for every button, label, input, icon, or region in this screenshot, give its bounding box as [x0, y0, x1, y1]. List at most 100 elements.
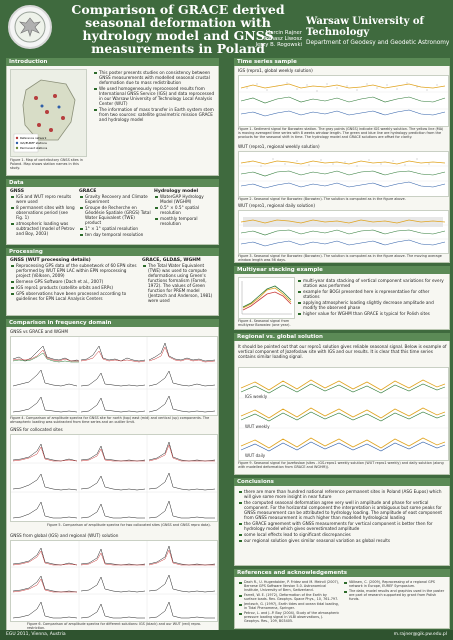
list-item: some local effects lead to significant d… — [238, 532, 447, 537]
list-item: multi-year data stacking of vertical com… — [297, 278, 447, 288]
section-heading: References and acknowledgements — [234, 569, 450, 577]
conclusions-section: Conclusions there are more than hundred … — [234, 478, 450, 566]
poster-footer: EGU 2011, Vienna, Austria m.rajner@gik.p… — [0, 630, 453, 640]
list-item: there are more than hundred national ref… — [238, 489, 447, 499]
list-item: higher value for WGHM than GRACE is typi… — [297, 311, 447, 316]
plot-caption: Figure 5. Comparison of amplitude spectr… — [47, 523, 211, 527]
poster-title: Comparison of GRACE derived seasonal def… — [71, 2, 285, 56]
list-item: atmospheric loading was subtracted (mode… — [10, 221, 76, 236]
processing-gnss-list: Reprocessing GPS data of the subnetwork … — [10, 263, 138, 301]
data-body: GNSS IGS and WUT repro results were used… — [6, 187, 219, 245]
data-grace-list: Gravity Recovery and Climate Experiment … — [79, 194, 151, 237]
conference-label: EGU 2011, Vienna, Austria — [6, 632, 66, 637]
timeseries-body: IGS (repro1, global weekly solution) — [234, 66, 450, 263]
plot-caption: Figure 9. Seasonal signal for Jozefoslaw… — [238, 461, 444, 469]
list-item: IGS repro1 products (satellite orbits an… — [10, 285, 138, 290]
regional-legend-item: WUT weekly — [245, 424, 270, 429]
timeseries-graphic-wut-daily — [239, 217, 448, 247]
spectrum-plot-3 — [10, 540, 218, 622]
list-item: The Total Water Equivalent (TWE) was use… — [142, 263, 217, 303]
list-item: 8 permanent sites with long observations… — [10, 205, 76, 220]
list-item: GPS observations have been processed acc… — [10, 291, 138, 301]
processing-grace-label: GRACE, GLDAS, WGHM — [142, 258, 201, 263]
processing-gnss-label: GNSS (WUT processing details) — [10, 258, 91, 263]
department-name: Department of Geodesy and Geodetic Astro… — [306, 40, 450, 46]
spectrum-graphic-1 — [11, 337, 217, 415]
regional-text: It should be pointed out that our repro1… — [238, 344, 447, 359]
spectrum-plot-1 — [10, 336, 218, 416]
map-legend-item: Reference network — [20, 136, 47, 140]
processing-grace: GRACE, GLDAS, WGHM The Total Water Equiv… — [142, 258, 217, 304]
introduction-body: Reference network IGS/EUREF stations Per… — [6, 66, 219, 176]
timeseries-graphic-wut-weekly — [239, 158, 448, 189]
list-item: the GRACE agreement with GNSS measuremen… — [238, 521, 447, 531]
multiyear-body: Figure 4. Seasonal signal from multiyear… — [234, 274, 450, 330]
reference-item: The data, model results and graphics use… — [343, 589, 447, 601]
regional-legend-item: WUT daily — [245, 453, 266, 458]
multiyear-graphic — [241, 281, 292, 315]
references-right: Völksen, C. (2009), Reprocessing of a re… — [343, 580, 447, 602]
reference-item: Dach R., U. Hugentobler, P. Fridez and M… — [238, 580, 340, 592]
gnss-site-map: Reference network IGS/EUREF stations Per… — [10, 69, 87, 157]
plot-caption: Figure 4. Comparison of amplitude spectr… — [10, 416, 210, 424]
section-heading: Regional vs. global solution — [234, 333, 450, 341]
section-heading: Multiyear stacking example — [234, 266, 450, 274]
list-item: We used homogeneously reprocessed result… — [93, 86, 215, 106]
eagle-emblem-icon — [14, 11, 46, 43]
plot-caption: Figure 1. Sediment signal for Borowiec s… — [238, 127, 444, 139]
plot-title: GNSS for collocated sites — [10, 427, 63, 432]
contact-email[interactable]: m.rajner@gik.pw.edu.pl — [393, 632, 447, 637]
plot-caption: Figure 3. Seasonal signal for Borowiec (… — [238, 254, 442, 262]
multiyear-section: Multiyear stacking example Figure 4. Sea… — [234, 266, 450, 330]
introduction-section: Introduction Re — [6, 58, 219, 176]
data-gnss: GNSS IGS and WUT repro results were used… — [10, 189, 76, 237]
introduction-bullets: This poster presents studies on consiste… — [93, 70, 215, 123]
university-logo — [8, 5, 52, 49]
data-hydrology: Hydrology model WaterGAP Hydrology Model… — [154, 189, 217, 227]
section-heading: Data — [6, 179, 219, 187]
section-heading: Introduction — [6, 58, 219, 66]
data-gnss-list: IGS and WUT repro results were used 8 pe… — [10, 194, 76, 236]
list-item: applying atmospheric loading slightly de… — [297, 300, 447, 310]
references-body: Dach R., U. Hugentobler, P. Fridez and M… — [234, 577, 450, 629]
processing-section: Processing GNSS (WUT processing details)… — [6, 248, 219, 316]
list-item: Gravity Recovery and Climate Experiment — [79, 194, 151, 204]
reference-item: Jentzsch, G. (1997), Earth tides and oce… — [238, 602, 340, 610]
timeseries-plot-igs — [238, 75, 449, 127]
plot-title: GNSS from global (IGS) and regional (WUT… — [10, 533, 119, 538]
data-hydrology-list: WaterGAP Hydrology Model (WGHM) 0.5° × 0… — [154, 194, 217, 226]
regional-legend-item: IGS weekly — [245, 394, 268, 399]
timeseries-section: Time series sample IGS (repro1, global w… — [234, 58, 450, 263]
list-item: Bernese GPS Software (Dach et al., 2007) — [10, 279, 138, 284]
list-item: example for BOGI presented here is repre… — [297, 289, 447, 299]
regional-section: Regional vs. global solution It should b… — [234, 333, 450, 475]
section-heading: Time series sample — [234, 58, 450, 66]
authors: Marcin Rajner Tomasz Liwosz Jerzy B. Rog… — [232, 30, 302, 48]
plot-caption: Figure 4. Seasonal signal from multiyear… — [238, 319, 291, 327]
section-heading: Conclusions — [234, 478, 450, 486]
list-item: This poster presents studies on consiste… — [93, 70, 215, 85]
map-legend-item: Permanent stations — [20, 146, 48, 150]
timeseries-plot-wut-weekly — [238, 151, 449, 197]
map-caption: Figure 1. Map of contributory GNSS sites… — [10, 158, 83, 170]
list-item: 1° × 1° spatial resolution — [79, 226, 151, 231]
map-legend-item: IGS/EUREF stations — [20, 141, 47, 145]
section-heading: Processing — [6, 248, 219, 256]
author: Marcin Rajner — [265, 30, 302, 36]
spectrum-graphic-2 — [11, 435, 217, 521]
list-item: monthly temporal resolution — [154, 216, 217, 226]
timeseries-plot-wut-daily — [238, 210, 449, 254]
references-section: References and acknowledgements Dach R.,… — [234, 569, 450, 629]
processing-body: GNSS (WUT processing details) Reprocessi… — [6, 256, 219, 316]
plot-title: GNSS vs GRACE and WGHM — [10, 329, 69, 334]
regional-body: It should be pointed out that our repro1… — [234, 341, 450, 475]
conclusions-body: there are more than hundred national ref… — [234, 486, 450, 566]
poland-map-graphic: Reference network IGS/EUREF stations Per… — [11, 70, 86, 156]
list-item: Reprocessing GPS data of the subnetwork … — [10, 263, 138, 278]
frequency-body: GNSS vs GRACE and WGHM — [6, 327, 219, 631]
list-item: IGS and WUT repro results were used — [10, 194, 76, 204]
references-left: Dach R., U. Hugentobler, P. Fridez and M… — [238, 580, 340, 624]
data-hydrology-label: Hydrology model — [154, 189, 199, 194]
processing-gnss: GNSS (WUT processing details) Reprocessi… — [10, 258, 138, 302]
plot-caption: Figure 2. Seasonal signal for Borowiec (… — [238, 197, 406, 201]
